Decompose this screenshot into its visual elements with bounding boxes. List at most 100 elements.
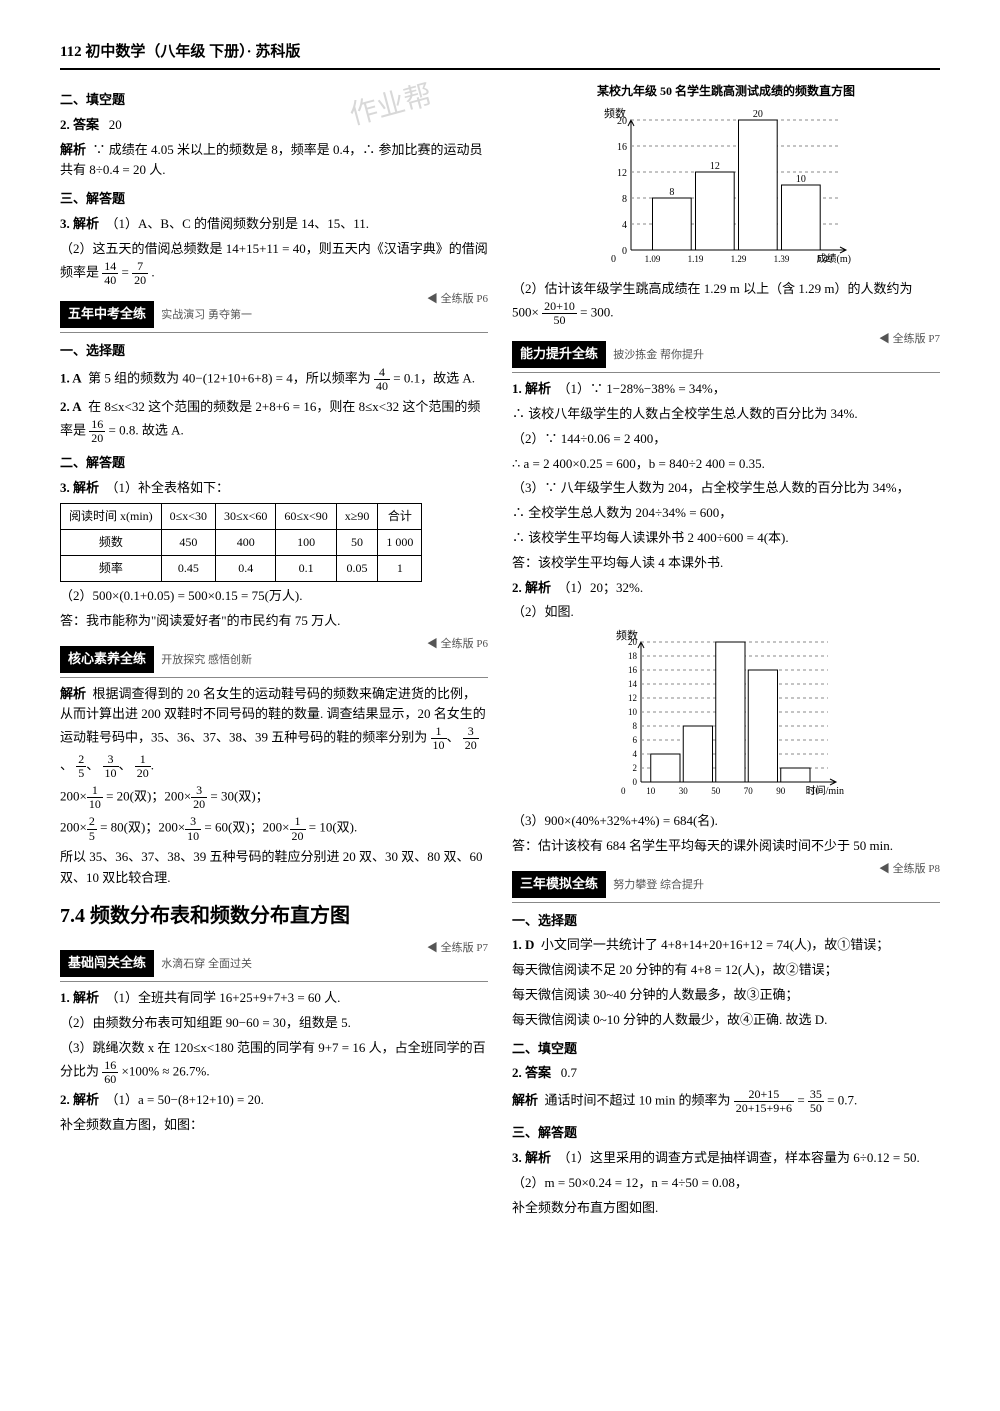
- m3-p2: （2）m = 50×0.24 = 12，n = 4÷50 = 0.08，: [512, 1173, 940, 1194]
- svg-text:4: 4: [622, 220, 627, 231]
- hx-fr5: 120: [135, 753, 151, 780]
- n2-p3: （3）900×(40%+32%+4%) = 684(名).: [512, 811, 940, 832]
- banner-5y-right: ◀ 全练版 P6: [427, 291, 488, 309]
- svg-text:8: 8: [622, 194, 627, 205]
- m1-p4: 每天微信阅读 0~10 分钟的人数最少，故④正确. 故选 D.: [512, 1010, 940, 1031]
- table-row: 频数450400100501 000: [61, 529, 422, 555]
- svg-text:14: 14: [628, 679, 638, 689]
- m3-p1: （1）这里采用的调查方式是抽样调查，样本容量为 6÷0.12 = 50.: [558, 1150, 920, 1165]
- r-frac: 20+1050: [542, 300, 577, 327]
- banner-5y-sub: 实战演习 勇夺第一: [161, 309, 252, 321]
- banner-nl: 能力提升全练: [512, 341, 606, 368]
- m-sec1: 一、选择题: [512, 911, 940, 932]
- q3-period: .: [151, 264, 154, 279]
- hx-p1: 根据调查得到的 20 名女生的运动鞋号码的频数来确定进货的比例，从而计算出进 2…: [60, 686, 486, 745]
- banner-5y: 五年中考全练: [60, 301, 154, 328]
- banner-3y-right: ◀ 全练版 P8: [879, 861, 940, 879]
- banner-hx-right: ◀ 全练版 P6: [427, 636, 488, 654]
- sec-fill-title: 二、填空题: [60, 90, 488, 111]
- svg-text:8: 8: [633, 721, 638, 731]
- m1-p3: 每天微信阅读 30~40 分钟的人数最多，故③正确；: [512, 985, 940, 1006]
- q2-answer: 20: [109, 117, 122, 132]
- hx-fr4: 310: [103, 753, 119, 780]
- sec-solve-title: 三、解答题: [60, 189, 488, 210]
- ans3-p2: （2）500×(0.1+0.05) = 500×0.15 = 75(万人).: [60, 586, 488, 607]
- m2-ans: 0.7: [561, 1065, 577, 1080]
- q3-p1: （1）A、B、C 的借阅频数分别是 14、15、11.: [106, 216, 370, 231]
- svg-text:0: 0: [622, 246, 627, 257]
- n1-p7: ∴ 该校学生平均每人读课外书 2 400÷600 = 4(本).: [512, 528, 940, 549]
- table-row: 频率0.450.40.10.051: [61, 556, 422, 582]
- n1-p4: ∴ a = 2 400×0.25 = 600，b = 840÷2 400 = 0…: [512, 454, 940, 475]
- m1-p1: 小文同学一共统计了 4+8+14+20+16+12 = 74(人)，故①错误；: [541, 937, 889, 952]
- page-header: 112 初中数学（八年级 下册）· 苏科版: [60, 40, 940, 70]
- svg-text:20: 20: [753, 109, 763, 120]
- hx-label: 解析: [60, 686, 86, 701]
- svg-text:10: 10: [646, 786, 656, 796]
- svg-text:1.09: 1.09: [645, 254, 661, 264]
- j1-p3b: ×100% ≈ 26.7%.: [122, 1063, 210, 1078]
- n1-p3: （2）∵ 144÷0.06 = 2 400，: [512, 429, 940, 450]
- svg-text:0: 0: [633, 777, 638, 787]
- svg-text:0: 0: [611, 254, 616, 265]
- q3-frac1: 1440: [102, 260, 118, 287]
- svg-text:8: 8: [669, 187, 674, 198]
- n2-p4: 答：估计该校有 684 名学生平均每天的课外阅读时间不少于 50 min.: [512, 836, 940, 857]
- svg-text:30: 30: [679, 786, 689, 796]
- j2-p2: 补全频数直方图，如图：: [60, 1115, 488, 1136]
- svg-text:1.29: 1.29: [731, 254, 747, 264]
- svg-text:0: 0: [621, 786, 626, 796]
- q3-eq: =: [122, 264, 133, 279]
- n1-label: 1. 解析: [512, 381, 551, 396]
- hx-fr2: 320: [463, 725, 479, 752]
- q3-label: 3. 解析: [60, 216, 99, 231]
- svg-text:16: 16: [617, 142, 627, 153]
- q3-frac2: 720: [132, 260, 148, 287]
- chart1-title: 某校九年级 50 名学生跳高测试成绩的频数直方图: [512, 82, 940, 101]
- svg-text:12: 12: [617, 168, 627, 179]
- banner-3y: 三年模拟全练: [512, 871, 606, 898]
- mc2-label: 2. A: [60, 399, 82, 414]
- hx-fr3: 25: [76, 753, 86, 780]
- left-column: 二、填空题 2. 答案 20 解析 ∵ 成绩在 4.05 米以上的频数是 8，频…: [60, 82, 488, 1223]
- r-p1b: = 300.: [580, 305, 613, 320]
- n1-p1: （1）∵ 1−28%−38% = 34%，: [558, 381, 726, 396]
- m2-label: 2. 答案: [512, 1065, 551, 1080]
- svg-text:12: 12: [628, 693, 637, 703]
- svg-text:18: 18: [628, 651, 638, 661]
- banner-jc: 基础闯关全练: [60, 950, 154, 977]
- svg-text:20: 20: [628, 637, 638, 647]
- svg-text:10: 10: [628, 707, 638, 717]
- banner-hx-sub: 开放探究 感悟创新: [161, 654, 252, 666]
- j1-label: 1. 解析: [60, 990, 99, 1005]
- n2-p2: （2）如图.: [512, 602, 940, 623]
- svg-text:10: 10: [796, 174, 806, 185]
- m3-p3: 补全频数分布直方图如图.: [512, 1198, 940, 1219]
- n1-p8: 答：该校学生平均每人读 4 本课外书.: [512, 553, 940, 574]
- hx-fr1: 110: [431, 725, 447, 752]
- chart2: 频数024681012141618201030507090110时间/min0: [606, 627, 846, 807]
- q2-label: 2. 答案: [60, 117, 99, 132]
- j2-p1: （1）a = 50−(8+12+10) = 20.: [106, 1092, 264, 1107]
- n2-label: 2. 解析: [512, 580, 551, 595]
- j1-p2: （2）由频数分布表可知组距 90−60 = 30，组数是 5.: [60, 1013, 488, 1034]
- n1-p6: ∴ 全校学生总人数为 204÷34% = 600，: [512, 503, 940, 524]
- mc1-frac: 440: [374, 366, 390, 393]
- banner-jc-right: ◀ 全练版 P7: [427, 940, 488, 958]
- n2-p1: （1）20；32%.: [558, 580, 644, 595]
- svg-text:20: 20: [617, 116, 627, 127]
- svg-text:16: 16: [628, 665, 638, 675]
- svg-text:时间/min: 时间/min: [806, 784, 844, 797]
- m1-p2: 每天微信阅读不足 20 分钟的有 4+8 = 12(人)，故②错误；: [512, 960, 940, 981]
- n1-p2: ∴ 该校八年级学生的人数占全校学生总人数的百分比为 34%.: [512, 404, 940, 425]
- ans-title: 二、解答题: [60, 453, 488, 474]
- m2-a: 通话时间不超过 10 min 的频率为: [545, 1093, 731, 1108]
- m2-expl-label: 解析: [512, 1093, 538, 1108]
- svg-text:6: 6: [633, 735, 638, 745]
- j2-label: 2. 解析: [60, 1092, 99, 1107]
- j1-p1: （1）全班共有同学 16+25+9+7+3 = 60 人.: [106, 990, 341, 1005]
- banner-nl-sub: 披沙拣金 帮你提升: [613, 349, 704, 361]
- m2-fr2: 3550: [808, 1088, 824, 1115]
- chart1: 频数04812162081220101.091.191.291.391.49成绩…: [596, 105, 856, 275]
- right-column: 某校九年级 50 名学生跳高测试成绩的频数直方图 频数0481216208122…: [512, 82, 940, 1223]
